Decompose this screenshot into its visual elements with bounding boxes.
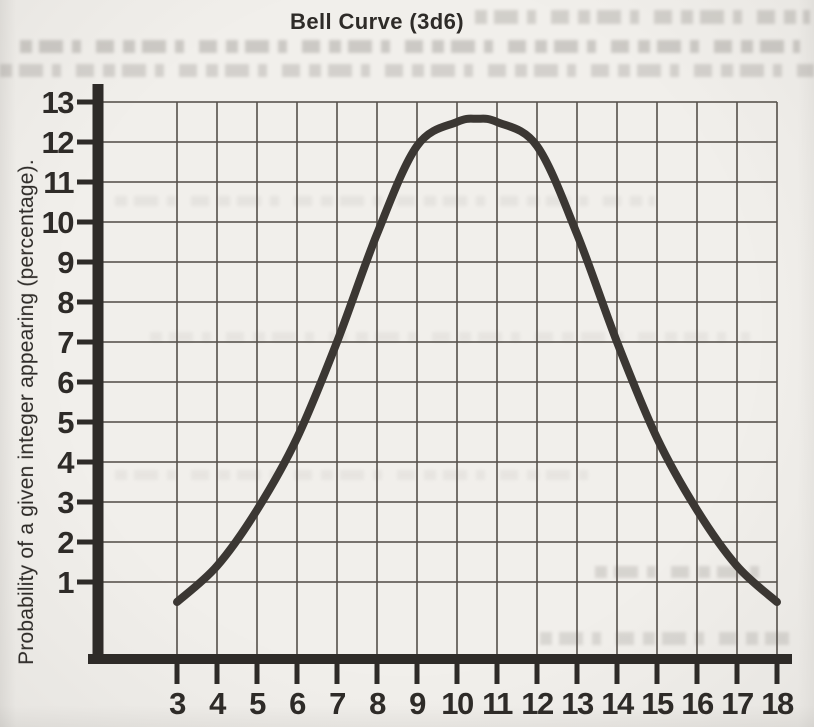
x-tick-label: 17 (721, 686, 753, 721)
x-tick-label: 14 (601, 686, 635, 721)
bell-curve-line (173, 114, 781, 606)
x-tick-label: 6 (289, 686, 306, 721)
y-tick-label: 9 (57, 245, 74, 280)
y-tick-label: 4 (57, 445, 75, 480)
x-tick-label: 7 (329, 686, 345, 721)
y-tick-label: 8 (57, 285, 74, 320)
y-tick-label: 3 (57, 485, 74, 520)
x-tick-label: 3 (169, 686, 186, 721)
y-tick-label: 2 (57, 525, 73, 560)
x-tick-label: 18 (761, 686, 794, 721)
y-tick-label: 12 (42, 125, 74, 160)
x-tick-label: 12 (521, 686, 553, 721)
chart-title: Bell Curve (3d6) (290, 9, 464, 34)
y-tick-label: 13 (42, 85, 75, 120)
x-tick-label: 8 (369, 686, 386, 721)
x-tick-label: 11 (482, 686, 513, 721)
x-tick-label: 10 (441, 686, 473, 721)
x-tick-label: 15 (641, 686, 674, 721)
y-tick-label: 7 (57, 325, 73, 360)
y-tick-label: 10 (42, 205, 74, 240)
x-tick-label: 16 (681, 686, 714, 721)
x-tick-label: 4 (209, 686, 227, 721)
y-tick-label: 5 (57, 405, 74, 440)
y-tick-label: 6 (57, 365, 74, 400)
x-tick-label: 9 (409, 686, 426, 721)
x-tick-label: 5 (249, 686, 266, 721)
x-tick-label: 13 (561, 686, 594, 721)
y-tick-label: 11 (43, 165, 74, 200)
y-tick-label: 1 (57, 565, 74, 600)
